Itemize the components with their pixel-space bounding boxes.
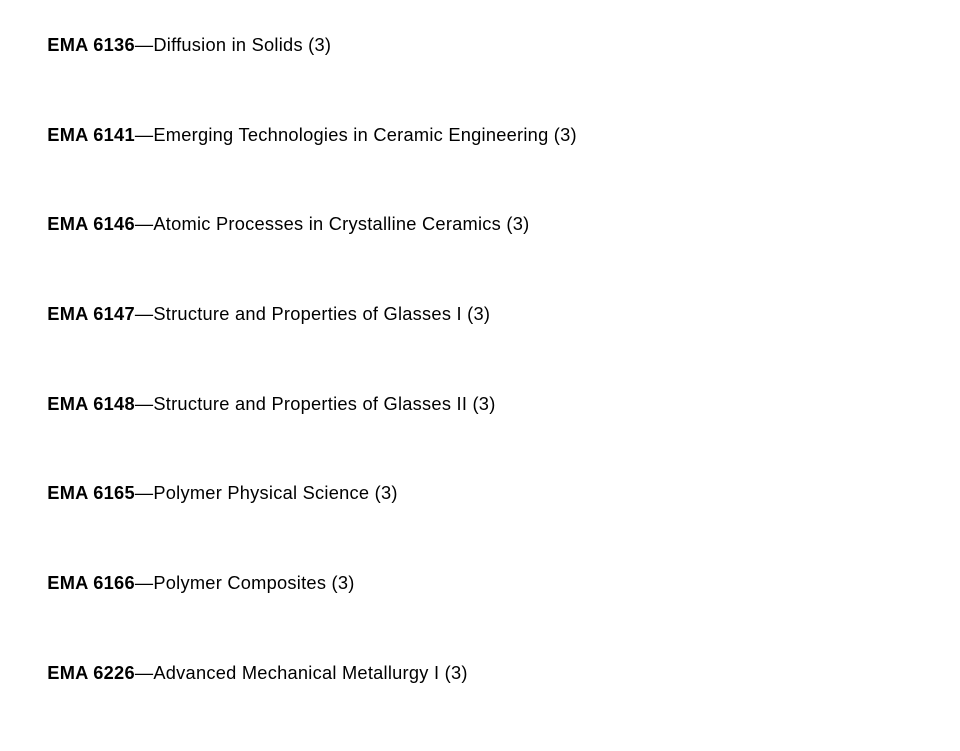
course-title: —Polymer Composites (3) (135, 572, 355, 593)
course-line: EMA 6166—Polymer Composites (3) (26, 550, 934, 616)
course-line: EMA 6227—Advanced Mechanical Metallurgy … (26, 729, 934, 751)
course-code: EMA 6148 (47, 393, 135, 414)
course-title: —Diffusion in Solids (3) (135, 34, 331, 55)
course-line: EMA 6148—Structure and Properties of Gla… (26, 371, 934, 437)
course-line: EMA 6141—Emerging Technologies in Cerami… (26, 102, 934, 168)
course-code: EMA 6166 (47, 572, 135, 593)
course-line: EMA 6136—Diffusion in Solids (3) (26, 12, 934, 78)
course-code: EMA 6165 (47, 482, 135, 503)
course-code: EMA 6141 (47, 124, 135, 145)
course-code: EMA 6136 (47, 34, 135, 55)
course-title: —Emerging Technologies in Ceramic Engine… (135, 124, 577, 145)
course-title: —Advanced Mechanical Metallurgy I (3) (135, 662, 468, 683)
course-line: EMA 6165—Polymer Physical Science (3) (26, 460, 934, 526)
course-title: —Structure and Properties of Glasses I (… (135, 303, 490, 324)
course-title: —Structure and Properties of Glasses II … (135, 393, 496, 414)
course-title: —Atomic Processes in Crystalline Ceramic… (135, 213, 530, 234)
course-title: —Polymer Physical Science (3) (135, 482, 398, 503)
course-line: EMA 6147—Structure and Properties of Gla… (26, 281, 934, 347)
course-code: EMA 6146 (47, 213, 135, 234)
course-code: EMA 6226 (47, 662, 135, 683)
course-line: EMA 6226—Advanced Mechanical Metallurgy … (26, 640, 934, 706)
course-code: EMA 6147 (47, 303, 135, 324)
course-line: EMA 6146—Atomic Processes in Crystalline… (26, 191, 934, 257)
document-body: EMA 6136—Diffusion in Solids (3) EMA 614… (0, 0, 960, 751)
